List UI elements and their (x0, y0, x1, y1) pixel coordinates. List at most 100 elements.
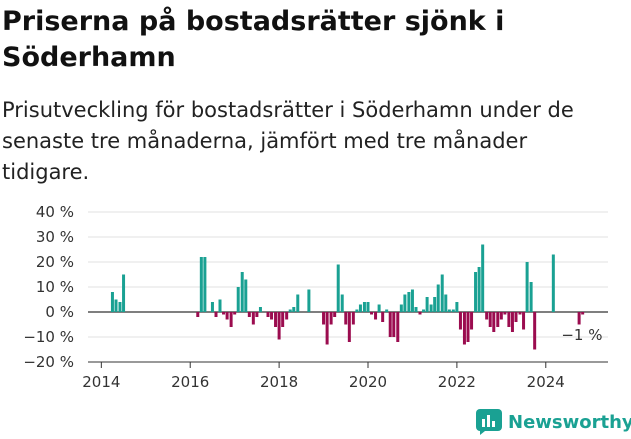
bar (366, 302, 370, 312)
bar (307, 289, 311, 312)
y-axis: 40 % 30 % 20 % 10 % 0 % −10 % −20 % (23, 203, 74, 371)
bar (347, 312, 351, 342)
bar (525, 262, 529, 312)
bar (499, 312, 503, 320)
bar (481, 244, 485, 312)
bar (551, 254, 555, 312)
bar (251, 312, 255, 325)
bar (222, 312, 226, 315)
bar (240, 272, 244, 312)
bar (470, 312, 474, 330)
bar (199, 257, 203, 312)
bar (488, 312, 492, 327)
bar (355, 309, 359, 312)
bar (122, 274, 126, 312)
bar (266, 312, 270, 317)
bar (110, 292, 114, 312)
bar (533, 312, 537, 350)
bar (436, 284, 440, 312)
bar (462, 312, 466, 345)
bar (285, 312, 289, 320)
bar (422, 309, 426, 312)
bar (496, 312, 500, 327)
bar (510, 312, 514, 332)
bar (196, 312, 200, 317)
bar (385, 309, 389, 312)
x-tick-label: 2020 (349, 373, 387, 391)
bar (236, 287, 240, 312)
bar (414, 307, 418, 312)
bar (418, 312, 422, 315)
bar (340, 294, 344, 312)
bar (214, 312, 218, 317)
bar (455, 302, 459, 312)
bar (522, 312, 526, 330)
bar (492, 312, 496, 332)
x-tick-label: 2024 (527, 373, 565, 391)
latest-value-annotation: −1 % (561, 326, 602, 344)
bar (351, 312, 355, 325)
newsworthy-logo-icon (476, 409, 502, 435)
bar (274, 312, 278, 327)
bar (433, 297, 437, 312)
bar (218, 299, 222, 312)
bar (258, 307, 262, 312)
bar (344, 312, 348, 325)
y-tick-label: −10 % (23, 328, 74, 346)
y-tick-label: 0 % (45, 303, 74, 321)
bar (477, 267, 481, 312)
bar (362, 302, 366, 312)
bar (503, 312, 507, 315)
bar (247, 312, 251, 317)
bar (529, 282, 533, 312)
bar (407, 292, 411, 312)
bar (336, 264, 340, 312)
bar (577, 312, 581, 325)
bar (270, 312, 274, 320)
bar (329, 312, 333, 325)
bar (118, 302, 122, 312)
bar (451, 309, 455, 312)
newsworthy-logo-text: Newsworthy (508, 411, 631, 433)
annotations: −1 % (561, 326, 602, 344)
bar (296, 294, 300, 312)
x-tick-label: 2014 (82, 373, 120, 391)
x-tick-label: 2018 (260, 373, 298, 391)
x-tick-label: 2016 (171, 373, 209, 391)
bar (518, 312, 522, 315)
bar (581, 312, 585, 315)
bar (374, 312, 378, 320)
bar (281, 312, 285, 327)
bar (114, 299, 118, 312)
bar (429, 304, 433, 312)
y-tick-label: 40 % (36, 203, 74, 221)
x-tick-label: 2022 (438, 373, 476, 391)
y-tick-label: 30 % (36, 228, 74, 246)
bar (292, 307, 296, 312)
bar (399, 304, 403, 312)
bar (229, 312, 233, 327)
bar (322, 312, 326, 325)
bar (425, 297, 429, 312)
bar (277, 312, 281, 340)
bar (485, 312, 489, 320)
y-tick-label: 10 % (36, 278, 74, 296)
bar (225, 312, 229, 320)
bar (377, 304, 381, 312)
bar (203, 257, 207, 312)
y-tick-label: 20 % (36, 253, 74, 271)
bar (244, 279, 248, 312)
chart-title: Priserna på bostadsrätter sjönk i Söderh… (2, 6, 505, 73)
bar (288, 309, 292, 312)
bar (210, 302, 214, 312)
bar (458, 312, 462, 330)
bar (410, 289, 414, 312)
bar (358, 304, 362, 312)
bar (444, 294, 448, 312)
bar (447, 309, 451, 312)
bar (514, 312, 518, 322)
bar (392, 312, 396, 337)
bar (507, 312, 511, 327)
chart-subtitle: Prisutveckling för bostadsrätter i Söder… (2, 98, 574, 184)
